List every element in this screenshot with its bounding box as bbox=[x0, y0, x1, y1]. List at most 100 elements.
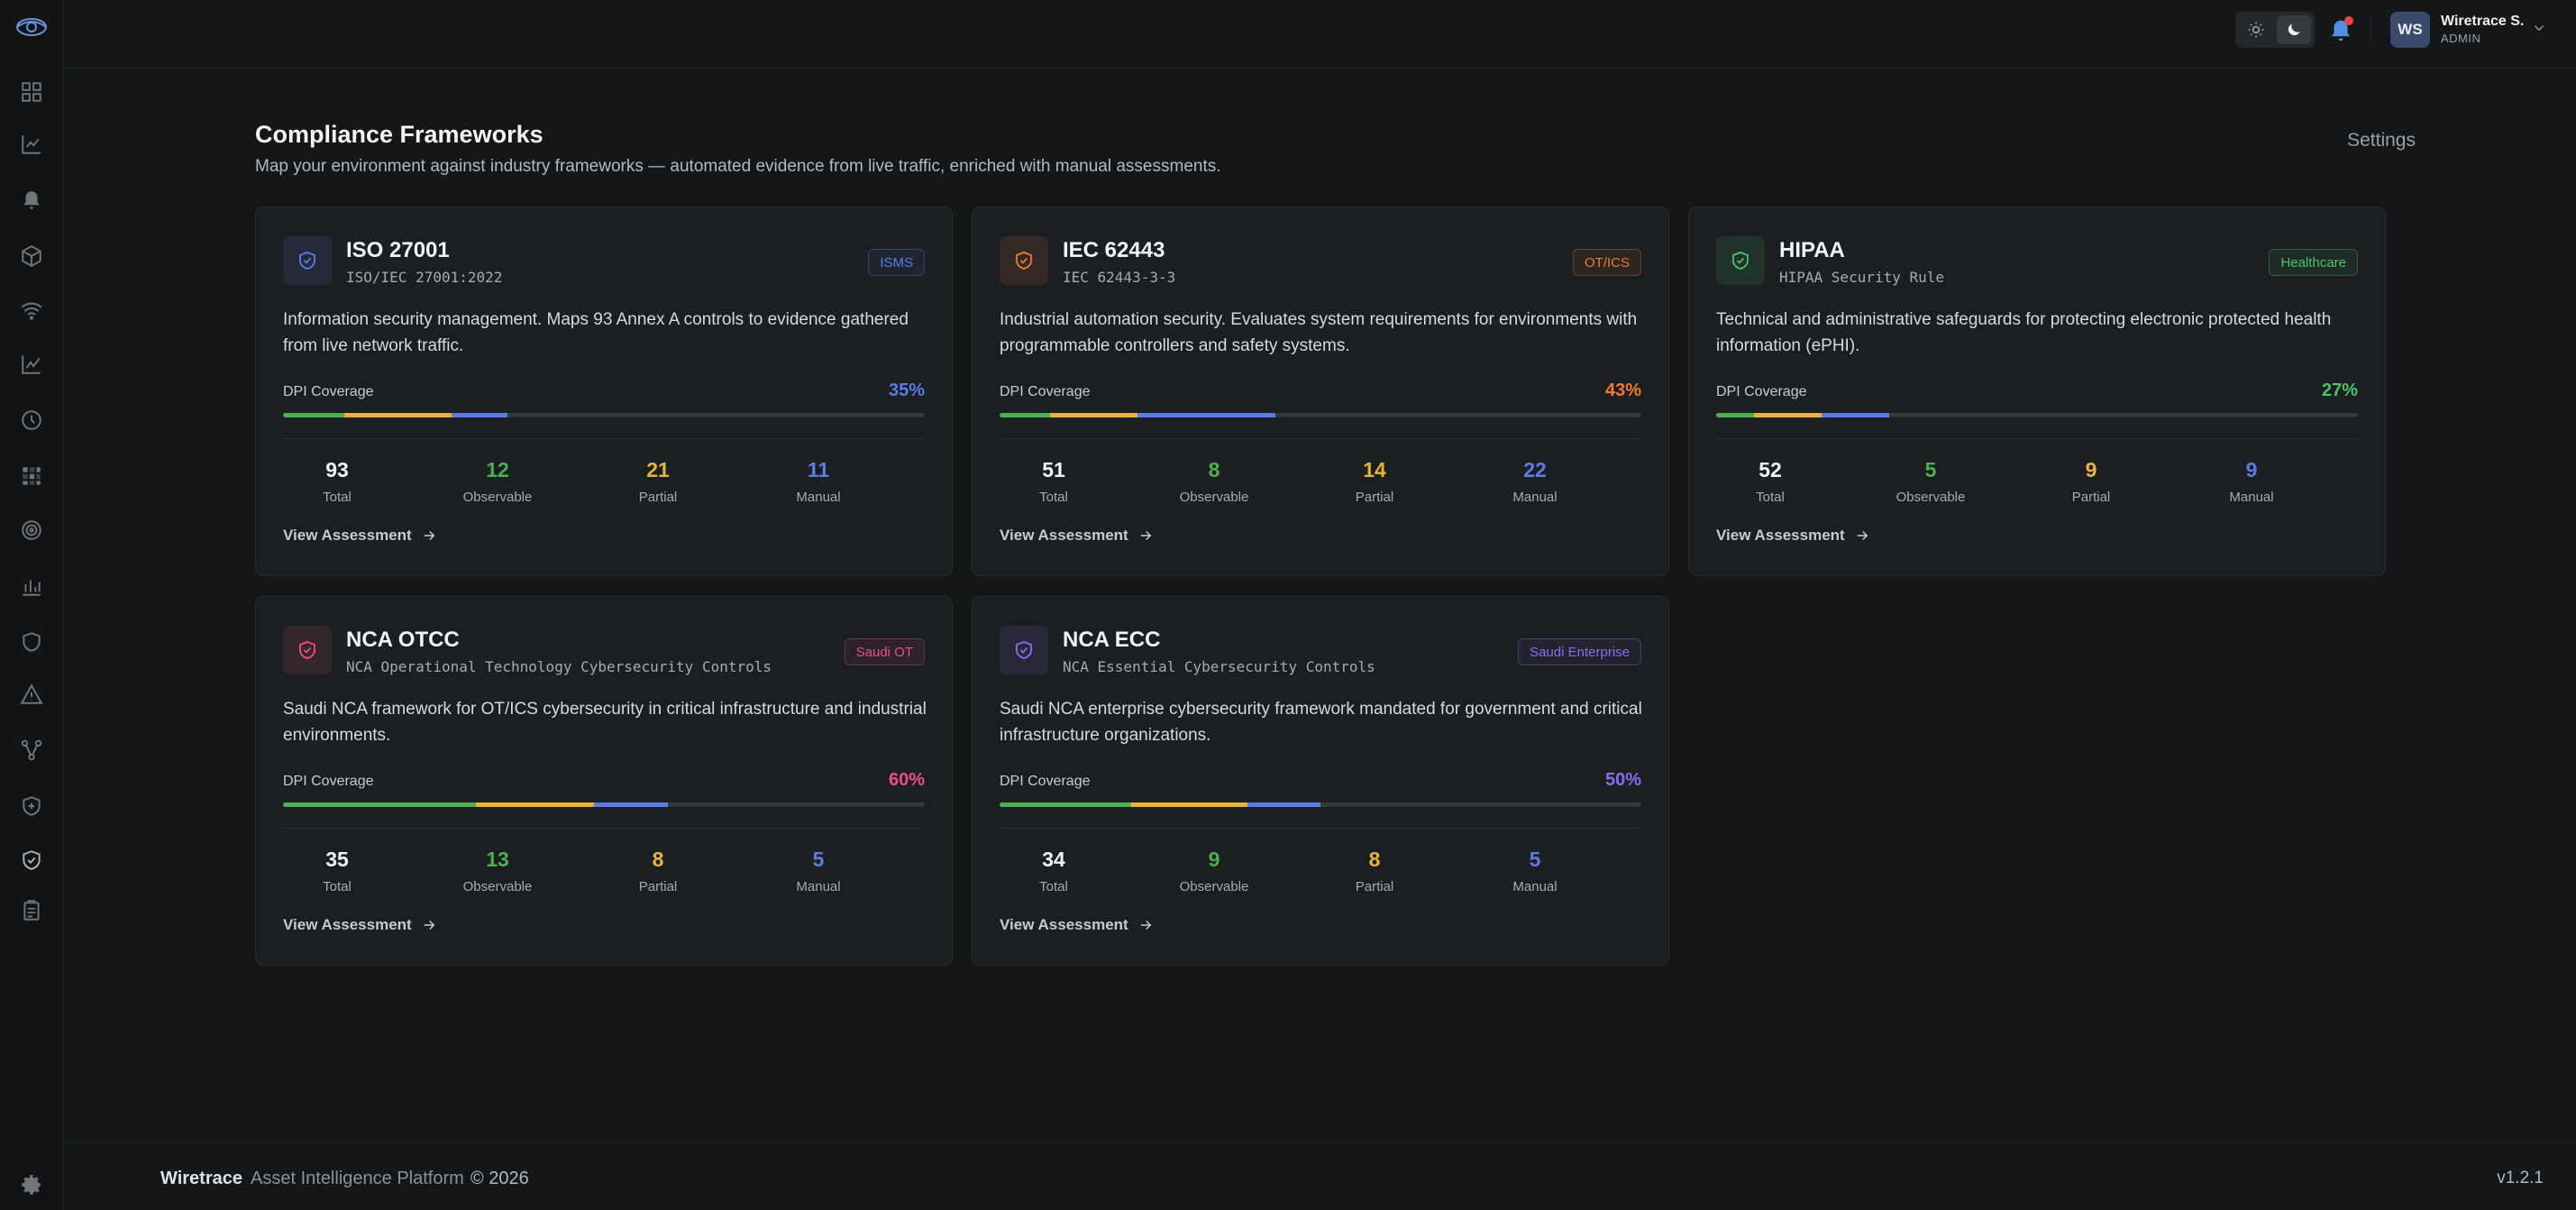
stat-manual-label: Manual bbox=[1512, 879, 1557, 894]
stat-total-label: Total bbox=[1039, 490, 1068, 505]
wiretrace-logo-icon[interactable] bbox=[14, 14, 49, 40]
dashboard-icon[interactable] bbox=[17, 78, 46, 106]
notifications-bell-icon[interactable] bbox=[2325, 14, 2356, 45]
target-icon[interactable] bbox=[17, 516, 46, 545]
stat-observable: 13 Observable bbox=[434, 848, 561, 894]
coverage-bar-manual bbox=[594, 802, 669, 807]
heatmap-grid-icon[interactable] bbox=[17, 462, 46, 490]
shield-plus-icon[interactable] bbox=[17, 792, 46, 820]
user-name[interactable]: Wiretrace S. bbox=[2441, 14, 2525, 29]
stat-total: 34 Total bbox=[991, 848, 1117, 894]
coverage-bar bbox=[1000, 802, 1641, 807]
stat-partial: 8 Partial bbox=[595, 848, 721, 894]
stat-total-label: Total bbox=[1039, 879, 1068, 894]
coverage-label: DPI Coverage bbox=[1000, 384, 1091, 399]
stat-total-value: 52 bbox=[1758, 458, 1782, 481]
stat-observable-value: 9 bbox=[1208, 848, 1220, 871]
card-divider bbox=[283, 438, 925, 439]
framework-card[interactable]: ISO 27001 ISO/IEC 27001:2022 ISMS Inform… bbox=[255, 206, 953, 576]
arrow-right-icon bbox=[1857, 530, 1868, 541]
stat-manual-label: Manual bbox=[796, 490, 841, 505]
view-assessment-link[interactable]: View Assessment bbox=[1000, 916, 1154, 934]
coverage-label: DPI Coverage bbox=[283, 384, 374, 399]
framework-badge: Saudi OT bbox=[844, 638, 925, 665]
stat-partial: 9 Partial bbox=[2028, 458, 2154, 505]
framework-standard: ISO/IEC 27001:2022 bbox=[346, 269, 503, 286]
framework-card[interactable]: NCA OTCC NCA Operational Technology Cybe… bbox=[255, 596, 953, 966]
stat-observable: 8 Observable bbox=[1151, 458, 1277, 505]
light-mode-sun-icon[interactable] bbox=[2239, 15, 2273, 44]
coverage-bar-observable bbox=[283, 413, 344, 417]
stat-partial-label: Partial bbox=[1355, 879, 1394, 894]
wireless-icon[interactable] bbox=[17, 296, 46, 325]
framework-name: ISO 27001 bbox=[346, 238, 450, 262]
shield-icon[interactable] bbox=[17, 628, 46, 656]
stat-total-label: Total bbox=[323, 490, 352, 505]
coverage-bar-partial bbox=[1130, 802, 1248, 807]
analytics-icon[interactable] bbox=[17, 130, 46, 159]
coverage-bar-partial bbox=[343, 413, 452, 417]
view-assessment-link[interactable]: View Assessment bbox=[283, 916, 437, 934]
stat-total-label: Total bbox=[323, 879, 352, 894]
card-divider bbox=[1716, 438, 2358, 439]
shield-check-icon bbox=[299, 641, 315, 659]
compliance-shield-check-icon[interactable] bbox=[17, 846, 46, 875]
footer: Wiretrace Asset Intelligence Platform © … bbox=[63, 1142, 2576, 1210]
framework-standard: IEC 62443-3-3 bbox=[1063, 269, 1176, 286]
stat-partial-value: 8 bbox=[652, 848, 664, 871]
card-divider bbox=[283, 828, 925, 829]
user-role: ADMIN bbox=[2441, 32, 2481, 45]
settings-link[interactable]: Settings bbox=[2347, 130, 2416, 151]
framework-name: HIPAA bbox=[1779, 238, 1845, 262]
assets-cube-icon[interactable] bbox=[17, 242, 46, 270]
framework-name: NCA ECC bbox=[1063, 628, 1161, 652]
chevron-down-icon[interactable] bbox=[2531, 20, 2547, 36]
view-assessment-link[interactable]: View Assessment bbox=[283, 527, 437, 545]
framework-card[interactable]: IEC 62443 IEC 62443-3-3 OT/ICS Industria… bbox=[972, 206, 1669, 576]
framework-card[interactable]: NCA ECC NCA Essential Cybersecurity Cont… bbox=[972, 596, 1669, 966]
bar-chart-icon[interactable] bbox=[17, 572, 46, 600]
view-assessment-label: View Assessment bbox=[1000, 527, 1128, 544]
view-assessment-label: View Assessment bbox=[283, 527, 412, 544]
dark-mode-moon-icon[interactable] bbox=[2277, 15, 2311, 44]
user-avatar[interactable]: WS bbox=[2390, 12, 2430, 48]
footer-copyright: © 2026 bbox=[470, 1169, 529, 1188]
framework-description: Saudi NCA framework for OT/ICS cybersecu… bbox=[283, 700, 927, 745]
framework-card[interactable]: HIPAA HIPAA Security Rule Healthcare Tec… bbox=[1688, 206, 2386, 576]
framework-badge: OT/ICS bbox=[1572, 249, 1641, 276]
trends-icon[interactable] bbox=[17, 350, 46, 379]
view-assessment-link[interactable]: View Assessment bbox=[1000, 527, 1154, 545]
stat-total: 93 Total bbox=[274, 458, 400, 505]
framework-name: NCA OTCC bbox=[346, 628, 460, 652]
report-clipboard-icon[interactable] bbox=[17, 896, 46, 925]
stat-observable-label: Observable bbox=[1179, 879, 1249, 894]
arrow-right-icon bbox=[1140, 920, 1152, 930]
framework-description: Industrial automation security. Evaluate… bbox=[1000, 310, 1638, 355]
stat-total: 52 Total bbox=[1707, 458, 1833, 505]
stat-partial-label: Partial bbox=[638, 490, 678, 505]
stat-partial: 21 Partial bbox=[595, 458, 721, 505]
framework-description: Technical and administrative safeguards … bbox=[1716, 310, 2332, 355]
framework-standard: NCA Essential Cybersecurity Controls bbox=[1063, 658, 1375, 675]
arrow-right-icon bbox=[1140, 530, 1152, 541]
stat-manual: 9 Manual bbox=[2188, 458, 2315, 505]
stat-observable: 12 Observable bbox=[434, 458, 561, 505]
coverage-bar-observable bbox=[1716, 413, 1754, 417]
topology-icon[interactable] bbox=[17, 736, 46, 765]
stat-observable-label: Observable bbox=[462, 879, 533, 894]
framework-name: IEC 62443 bbox=[1063, 238, 1165, 262]
stat-partial: 8 Partial bbox=[1311, 848, 1438, 894]
shield-check-icon bbox=[1016, 641, 1032, 659]
page-title: Compliance Frameworks bbox=[255, 121, 544, 148]
stat-observable-label: Observable bbox=[462, 490, 533, 505]
theme-toggle[interactable] bbox=[2235, 12, 2315, 48]
alerts-bell-icon[interactable] bbox=[17, 186, 46, 215]
coverage-bar-observable bbox=[1000, 802, 1131, 807]
history-clock-icon[interactable] bbox=[17, 406, 46, 435]
warning-icon[interactable] bbox=[17, 680, 46, 709]
coverage-label: DPI Coverage bbox=[1716, 384, 1807, 399]
settings-gear-icon[interactable] bbox=[17, 1170, 46, 1199]
coverage-bar bbox=[283, 413, 925, 417]
stat-total-label: Total bbox=[1756, 490, 1785, 505]
view-assessment-link[interactable]: View Assessment bbox=[1716, 527, 1870, 545]
